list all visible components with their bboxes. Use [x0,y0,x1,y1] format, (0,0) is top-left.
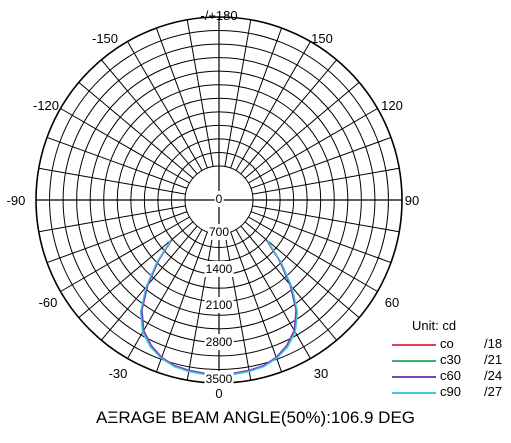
legend-swatch-c30 [392,360,436,362]
grid-spoke [127,229,203,359]
unit-label: Unit: cd [412,318,457,333]
grid-spoke [250,136,392,189]
legend-code-c90: /27 [484,384,503,399]
grid-spoke [235,229,311,359]
angle-label-neg120: -120 [33,98,59,113]
angle-label-180: -/+180 [200,8,237,23]
grid-spoke [248,216,378,292]
grid-spoke [240,59,338,175]
radial-label-bg [204,334,234,350]
legend-swatch-c90 [392,392,436,394]
grid-spoke [230,231,283,373]
grid-spoke [38,205,186,233]
angle-label-30: 30 [314,366,328,381]
legend-item-co: co /18 [392,336,507,352]
legend-item-c30: c30 /21 [392,352,507,368]
radial-label-2800: 2800 [206,335,233,349]
angle-label-120: 120 [381,98,403,113]
radial-label-bg [204,297,234,313]
radial-label-bg [204,371,234,387]
radial-label-1400: 1400 [206,262,233,276]
polar-plot: -/+180 -150 150 -120 120 -90 90 -60 60 -… [7,8,420,401]
grid-spoke [155,27,208,169]
grid-spoke [38,167,186,195]
radial-label-0: 0 [216,192,223,206]
radial-label-3500: 3500 [206,372,233,386]
grid-spoke [250,211,392,264]
radial-label-bg [214,191,224,207]
grid-spoke [78,221,194,319]
angle-label-60: 60 [385,295,399,310]
legend-code-co: /18 [484,336,503,351]
legend: Unit: cd co /18 c30 /21 c60 /24 c90 /27 [392,318,507,400]
legend-swatch-c60 [392,376,436,378]
legend-item-c60: c60 /24 [392,368,507,384]
radial-label-bg [204,261,234,277]
angle-label-90: 90 [405,193,419,208]
radial-labels: 0 700 1400 2100 2800 3500 [204,191,234,387]
grid-spoke [78,81,194,179]
grid-spoke [252,167,400,195]
grid-spoke [186,233,214,381]
legend-swatch-co [392,344,436,346]
grid-spoke [60,108,190,184]
legend-name-co: co [440,336,454,351]
grid-spoke [248,108,378,184]
legend-code-c60: /24 [484,368,503,383]
legend-item-c90: c90 /27 [392,384,507,400]
grid-spoke [244,81,360,179]
grid-spoke [155,231,208,373]
grid-spoke [224,233,252,381]
angle-label-neg60: -60 [39,295,58,310]
legend-name-c90: c90 [440,384,461,399]
legend-name-c30: c30 [440,352,461,367]
grid-spoke [46,136,188,189]
grid-spoke [252,205,400,233]
angle-label-neg30: -30 [109,366,128,381]
angle-label-neg90: -90 [7,193,26,208]
grid-spoke [186,19,214,167]
legend-code-c30: /21 [484,352,503,367]
beam-angle-caption: AΞRAGE BEAM ANGLE(50%):106.9 DEG [95,408,416,427]
grid-spoke [235,41,311,171]
grid-spoke [224,19,252,167]
angle-label-150: 150 [311,31,333,46]
grid-spoke [244,221,360,319]
angle-label-neg150: -150 [92,31,118,46]
radial-label-700: 700 [209,225,229,239]
grid-spoke [230,27,283,169]
radial-label-2100: 2100 [206,298,233,312]
grid-spoke [127,41,203,171]
grid-spoke [100,59,198,175]
grid-spoke [60,216,190,292]
grid-spoke [46,211,188,264]
radial-label-bg [208,224,231,240]
angle-label-0: 0 [215,386,222,401]
legend-name-c60: c60 [440,368,461,383]
angle-labels: -/+180 -150 150 -120 120 -90 90 -60 60 -… [7,8,420,401]
